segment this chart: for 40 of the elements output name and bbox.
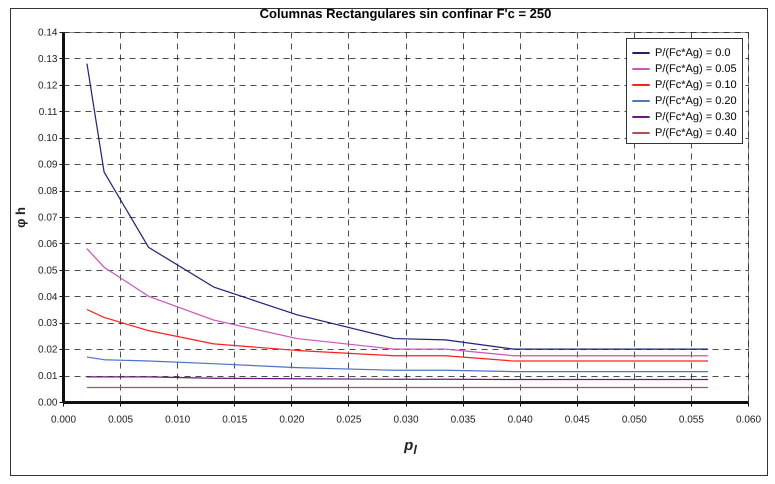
x-tick-label: 0.030 xyxy=(393,414,419,426)
y-tick-label: 0.03 xyxy=(38,318,58,330)
legend-label: P/(Fc*Ag) = 0.30 xyxy=(655,111,737,123)
legend-label: P/(Fc*Ag) = 0.20 xyxy=(655,95,737,107)
x-tick-label: 0.040 xyxy=(508,414,534,426)
x-tick-label: 0.045 xyxy=(564,414,590,426)
y-tick-label: 0.10 xyxy=(38,133,58,144)
y-tick-label: 0.08 xyxy=(38,186,58,198)
x-axis-title: p$_{l}$ xyxy=(402,437,418,457)
x-tick-label: 0.035 xyxy=(450,414,476,426)
y-tick-label: 0.12 xyxy=(38,80,58,92)
y-tick-label: 0.02 xyxy=(38,344,58,356)
y-tick-label: 0.14 xyxy=(38,28,58,38)
legend-label: P/(Fc*Ag) = 0.0 xyxy=(655,47,731,59)
x-tick-label: 0.010 xyxy=(165,414,191,426)
x-tick-label: 0.020 xyxy=(279,414,305,426)
y-axis-title: φ h xyxy=(13,207,28,228)
y-tick-label: 0.00 xyxy=(38,398,58,408)
y-tick-label: 0.01 xyxy=(38,371,58,382)
legend-label: P/(Fc*Ag) = 0.05 xyxy=(655,63,737,75)
x-tick-label: 0.015 xyxy=(222,414,248,426)
x-tick-label: 0.025 xyxy=(336,414,362,426)
y-tick-label: 0.07 xyxy=(38,212,58,224)
y-tick-label: 0.09 xyxy=(38,160,58,171)
y-tick-label: 0.06 xyxy=(38,238,58,250)
legend-label: P/(Fc*Ag) = 0.40 xyxy=(655,127,737,139)
legend-label: P/(Fc*Ag) = 0.10 xyxy=(655,79,737,91)
line-series xyxy=(86,248,709,356)
x-tick-label: 0.060 xyxy=(736,414,762,426)
x-tick-label: 0.000 xyxy=(50,414,76,426)
x-tick-label: 0.055 xyxy=(678,414,704,426)
y-tick-label: 0.04 xyxy=(38,292,58,303)
y-tick-label: 0.11 xyxy=(38,106,58,118)
x-tick-label: 0.005 xyxy=(108,414,134,426)
y-tick-label: 0.13 xyxy=(38,54,58,65)
chart-title: Columnas Rectangulares sin confinar F'c = 250 xyxy=(260,6,552,21)
x-tick-label: 0.050 xyxy=(622,414,648,426)
line-series xyxy=(86,308,709,362)
y-tick-label: 0.05 xyxy=(38,265,58,276)
line-series xyxy=(86,356,709,372)
